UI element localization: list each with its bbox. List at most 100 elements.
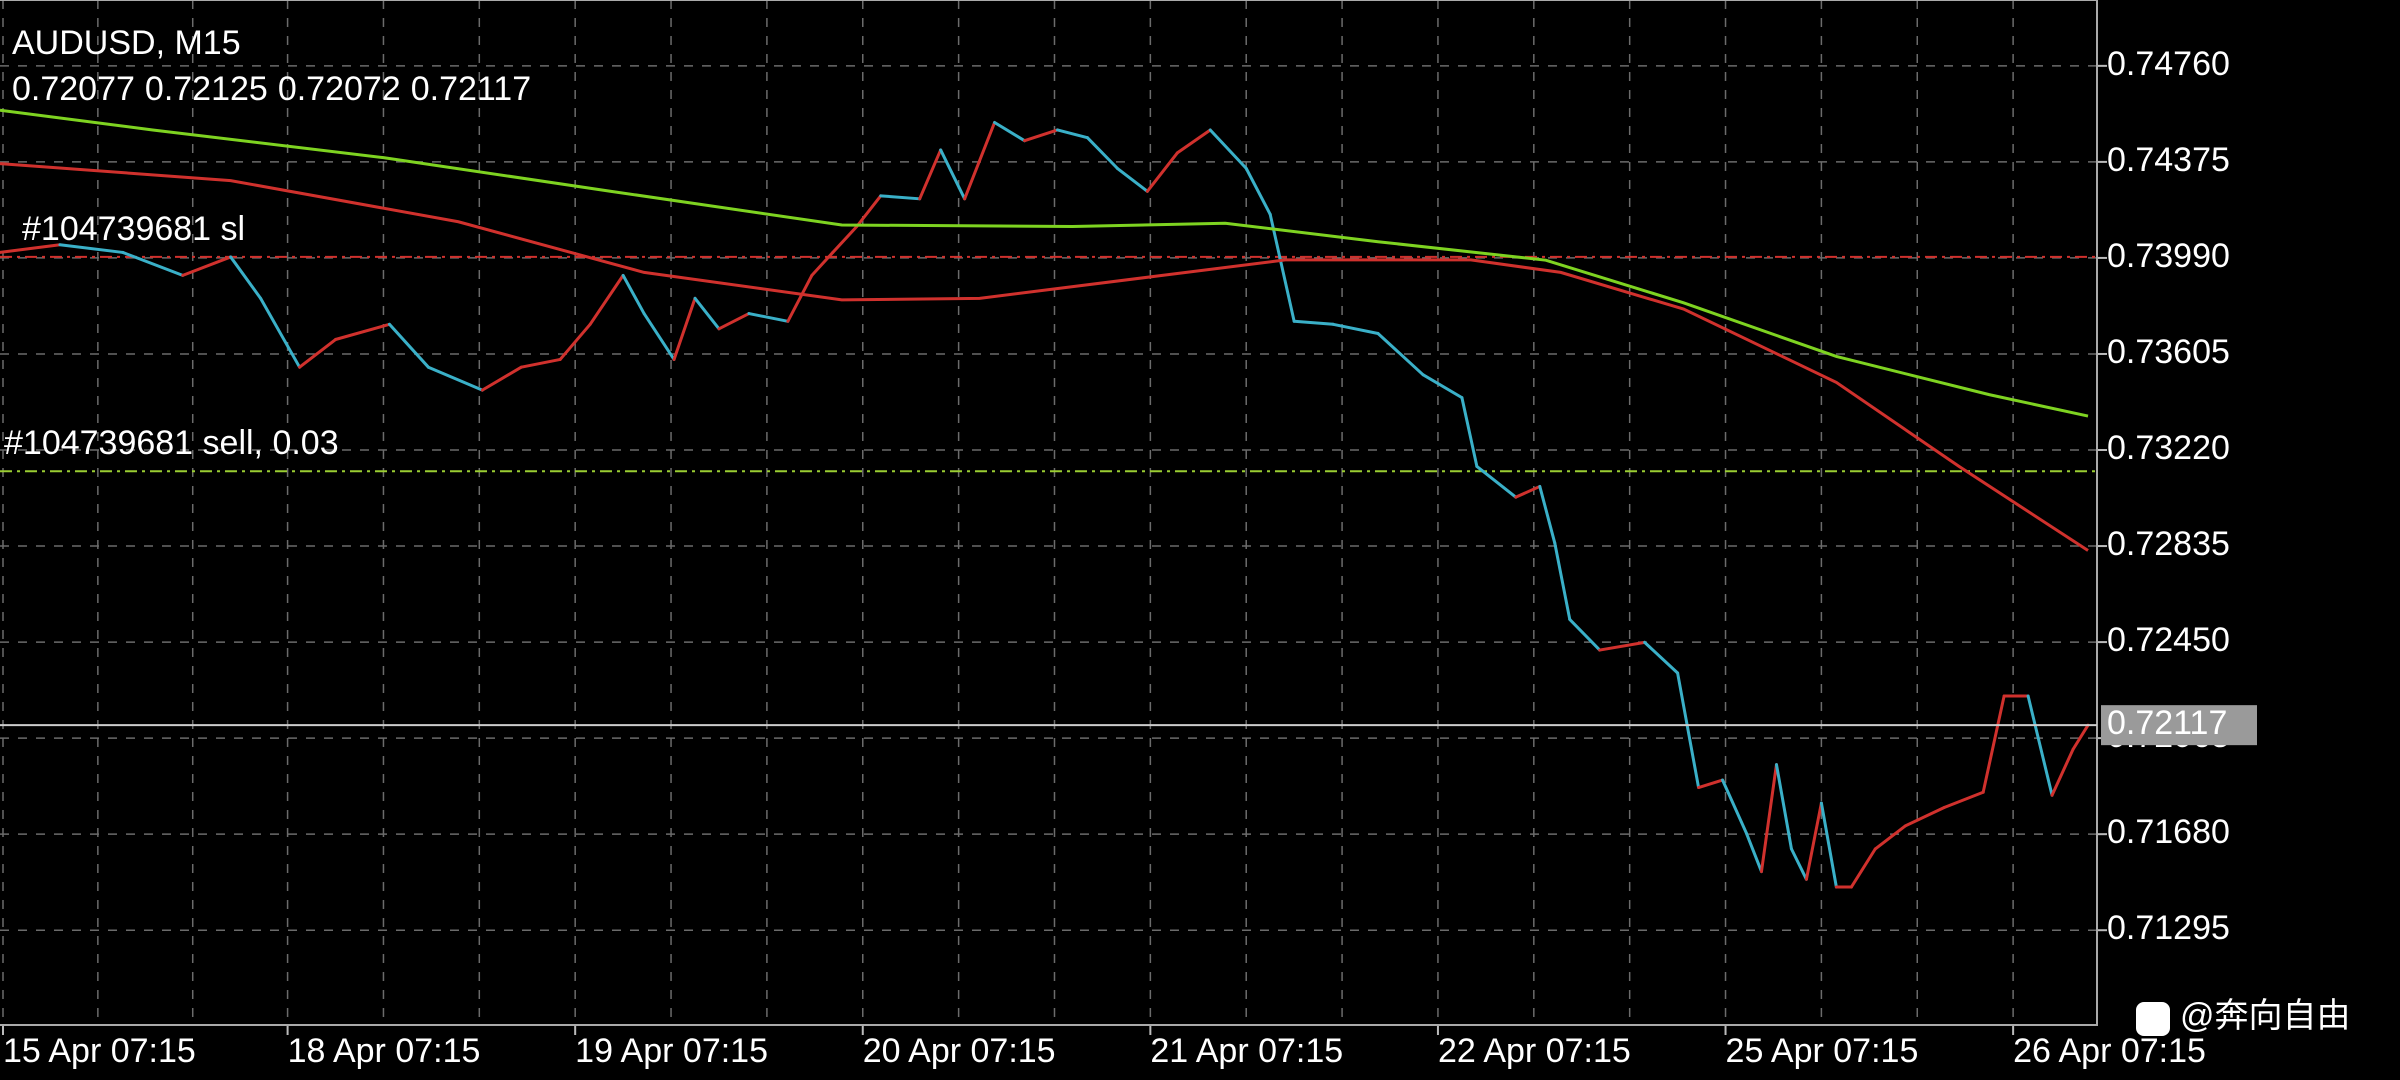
x-tick-label: 20 Apr 07:15 <box>863 1032 1056 1070</box>
price-segment <box>426 365 484 392</box>
price-segment <box>1849 847 1877 889</box>
price-segment <box>1538 484 1557 545</box>
x-tick-label: 25 Apr 07:15 <box>1726 1032 1919 1070</box>
price-segment <box>1697 778 1725 790</box>
price-segment <box>1244 166 1272 216</box>
price-segment <box>747 312 790 323</box>
price-segment <box>831 225 859 254</box>
price-segment <box>1085 136 1119 170</box>
price-segment <box>1023 128 1059 143</box>
current-price-label: 0.72117 <box>2107 704 2227 742</box>
price-segment <box>855 194 883 229</box>
price-segment <box>918 148 943 201</box>
order-label: #104739681 sell, 0.03 <box>4 424 339 462</box>
price-segment <box>1789 847 1808 881</box>
price-segment <box>1115 166 1149 193</box>
price-segment <box>1376 332 1425 377</box>
x-tick-label: 26 Apr 07:15 <box>2013 1032 2206 1070</box>
price-segment <box>1268 212 1296 323</box>
price-segment <box>1460 396 1479 468</box>
ohlc-close: 0.72117 <box>410 70 532 108</box>
x-tick-label: 18 Apr 07:15 <box>288 1032 481 1070</box>
watermark: @奔向自由 <box>2180 997 2351 1035</box>
price-segment <box>1421 373 1464 400</box>
price-segment <box>1774 763 1793 851</box>
price-segment <box>993 120 1027 143</box>
y-tick-label: 0.73990 <box>2107 237 2230 275</box>
price-segment <box>810 250 835 277</box>
price-segment <box>588 273 625 326</box>
price-segment <box>2050 747 2075 797</box>
price-segment <box>229 255 263 300</box>
price-segment <box>387 322 430 369</box>
x-tick-label: 22 Apr 07:15 <box>1438 1032 1631 1070</box>
price-segment <box>642 312 676 361</box>
price-segment <box>621 273 646 316</box>
price-segment <box>1981 694 2006 794</box>
price-segment <box>1553 541 1572 621</box>
price-segment <box>1292 319 1335 326</box>
price-segment <box>519 357 562 369</box>
watermark-icon <box>2136 1002 2170 1036</box>
price-segment <box>1055 128 1089 140</box>
price-segment <box>558 322 592 361</box>
price-segment <box>693 296 721 331</box>
price-segment <box>1145 151 1179 193</box>
y-tick-label: 0.73220 <box>2107 429 2230 467</box>
price-segment <box>879 194 922 201</box>
y-tick-label: 0.71295 <box>2107 909 2230 947</box>
price-segment <box>2071 723 2090 751</box>
price-segment <box>334 322 391 342</box>
y-tick-label: 0.74760 <box>2107 45 2230 83</box>
price-segment <box>1873 824 1907 851</box>
price-segment <box>1721 778 1749 835</box>
x-tick-label: 19 Apr 07:15 <box>575 1032 768 1070</box>
price-segment <box>963 120 997 201</box>
price-segment <box>1676 671 1701 790</box>
price-segment <box>939 148 967 201</box>
ohlc-open: 0.72077 <box>12 70 135 108</box>
ohlc-low: 0.72072 <box>277 70 401 108</box>
order-label: #104739681 sl <box>22 210 245 248</box>
y-tick-label: 0.73605 <box>2107 333 2230 371</box>
price-segment <box>1903 805 1946 828</box>
plot-frame <box>0 0 2098 1026</box>
price-segment <box>1759 763 1778 874</box>
y-tick-label: 0.72450 <box>2107 621 2230 659</box>
price-segment <box>1568 617 1602 652</box>
symbol: AUDUSD, M15 <box>12 24 241 62</box>
ohlc: 0.72077 0.72125 0.72072 0.72117 <box>12 66 541 112</box>
y-tick-label: 0.71680 <box>2107 813 2230 851</box>
price-segment <box>298 338 338 369</box>
price-segment <box>1745 831 1763 874</box>
price-segment <box>1514 484 1542 499</box>
price-segment <box>1175 128 1212 155</box>
x-tick-label: 21 Apr 07:15 <box>1150 1032 1343 1070</box>
price-segment <box>58 243 125 254</box>
price-segment <box>672 296 697 361</box>
price-segment <box>2026 694 2054 797</box>
price-segment <box>1819 801 1838 889</box>
y-tick-label: 0.74375 <box>2107 141 2230 179</box>
price-segment <box>1208 128 1248 170</box>
moving-average <box>0 162 2089 552</box>
price-segment <box>480 365 523 392</box>
price-segment <box>1475 464 1518 499</box>
header: AUDUSD, M15 0.72077 0.72125 0.72072 0.72117 <box>12 20 541 112</box>
price-segment <box>786 273 814 323</box>
price-segment <box>1643 640 1680 675</box>
price-segment <box>1942 790 1985 809</box>
price-segment <box>259 296 302 369</box>
current-price-box <box>2101 705 2257 746</box>
price-segment <box>1804 801 1823 881</box>
x-tick-label: 15 Apr 07:15 <box>3 1032 196 1070</box>
ohlc-high: 0.72125 <box>144 70 268 108</box>
moving-average <box>0 108 2089 418</box>
y-tick-label: 0.72835 <box>2107 525 2230 563</box>
price-segment <box>1598 640 1647 652</box>
price-segment <box>0 243 62 254</box>
price-segment <box>121 250 185 277</box>
price-segment <box>717 312 751 331</box>
